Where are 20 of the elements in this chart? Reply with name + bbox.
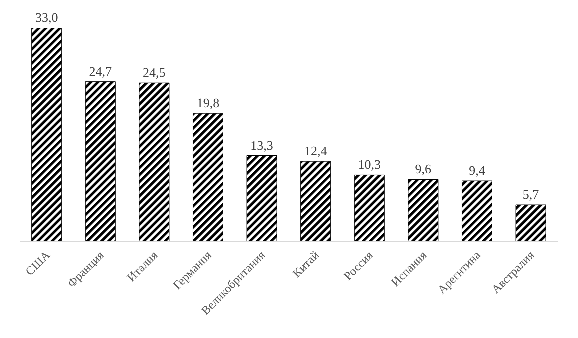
data-label: 24,7: [89, 64, 113, 79]
data-label: 9,4: [469, 163, 486, 178]
bar: [32, 28, 62, 242]
data-label: 13,3: [250, 138, 274, 153]
bar: [408, 179, 439, 242]
bar: [85, 82, 116, 242]
data-label: 24,5: [143, 65, 166, 80]
bar: [192, 113, 224, 242]
data-label: 5,7: [522, 187, 540, 202]
bar: [354, 174, 385, 242]
bar: [300, 161, 332, 242]
bar: [462, 180, 492, 242]
bar: [516, 204, 546, 242]
data-label: 12,4: [304, 144, 328, 159]
bar: [139, 82, 170, 242]
data-label: 19,8: [196, 96, 220, 111]
data-label: 9,6: [415, 162, 432, 177]
data-label: 10,3: [358, 157, 382, 172]
bar: [246, 156, 278, 242]
data-label: 33,0: [35, 10, 58, 25]
